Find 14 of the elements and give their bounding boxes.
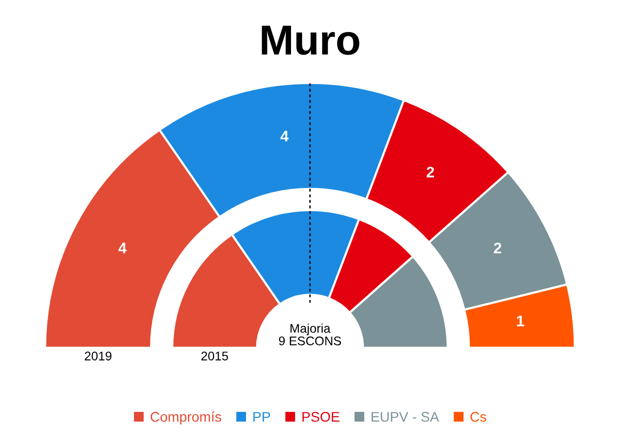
- legend-label: Cs: [470, 412, 486, 422]
- data-label: 1: [517, 316, 524, 326]
- text: Majoria 9 ESCONS: [278, 324, 342, 346]
- slice-label: 2015: [201, 352, 228, 360]
- data-label: 4: [118, 242, 127, 254]
- chart-title: Muro: [262, 26, 360, 55]
- data-label: 4: [280, 130, 289, 142]
- legend-label: PSOE: [302, 412, 340, 422]
- legend-label: PP: [253, 412, 270, 422]
- slice-label: 2019: [84, 352, 112, 360]
- legend-label: Compromís: [150, 411, 222, 424]
- data-label: 2: [426, 166, 434, 178]
- data-label: 2: [494, 242, 502, 254]
- legend-label: EUPV - SA: [372, 412, 440, 422]
